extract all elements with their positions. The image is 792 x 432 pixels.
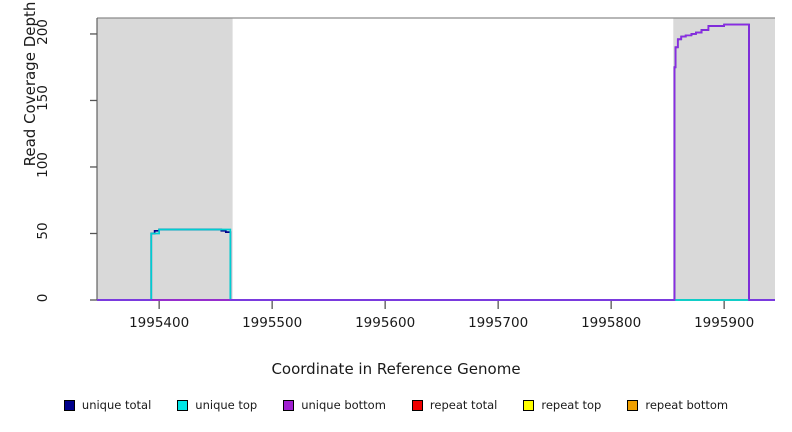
legend-item[interactable]: unique total xyxy=(63,398,152,412)
plot-area xyxy=(90,17,775,309)
x-tick-label: 1995500 xyxy=(242,315,303,331)
legend-swatch-icon xyxy=(627,399,639,411)
x-tick-label: 1995900 xyxy=(694,315,755,331)
legend-swatch-icon xyxy=(63,399,75,411)
legend-swatch-icon xyxy=(283,399,295,411)
y-tick-label-wrap-1: 50 xyxy=(20,223,66,243)
legend-label: unique total xyxy=(81,398,152,412)
legend-swatch-icon xyxy=(523,399,535,411)
y-tick-label-wrap-3: 150 xyxy=(20,86,66,112)
legend-label: repeat top xyxy=(541,398,602,412)
x-axis-title: Coordinate in Reference Genome xyxy=(271,360,521,378)
series-line-unique-bottom xyxy=(97,23,775,301)
y-tick-label: 150 xyxy=(35,85,51,112)
chart-legend: unique total unique top unique bottom repea… xyxy=(0,398,792,412)
legend-item[interactable]: unique top xyxy=(177,398,257,412)
y-tick-label: 200 xyxy=(35,19,51,45)
y-tick-label-wrap-0: 0 xyxy=(20,290,66,310)
shaded-region-1 xyxy=(673,18,775,300)
legend-item[interactable]: unique bottom xyxy=(283,398,386,412)
x-tick-label: 1995700 xyxy=(468,315,529,331)
y-tick-label: 50 xyxy=(35,222,51,241)
legend-swatch-icon xyxy=(411,399,423,411)
y-tick-label: 0 xyxy=(35,293,51,303)
y-tick-label-wrap-2: 100 xyxy=(20,152,66,178)
legend-label: unique bottom xyxy=(301,398,386,412)
x-tick-label: 1995600 xyxy=(355,315,416,331)
legend-item[interactable]: repeat bottom xyxy=(627,398,728,412)
legend-label: unique top xyxy=(195,398,258,412)
shaded-region-0 xyxy=(97,18,233,300)
legend-item[interactable]: repeat total xyxy=(411,398,498,412)
y-tick-label-wrap-4: 200 xyxy=(20,19,66,45)
x-tick-label: 1995400 xyxy=(129,315,190,331)
legend-label: repeat bottom xyxy=(645,398,729,412)
x-tick-label: 1995800 xyxy=(581,315,642,331)
legend-label: repeat total xyxy=(429,398,498,412)
legend-swatch-icon xyxy=(177,399,189,411)
legend-item[interactable]: repeat top xyxy=(523,398,601,412)
y-tick-label: 100 xyxy=(35,152,51,178)
